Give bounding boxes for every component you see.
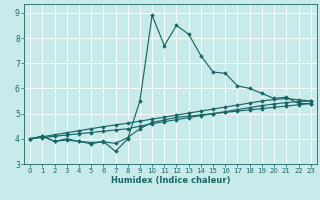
X-axis label: Humidex (Indice chaleur): Humidex (Indice chaleur) xyxy=(111,176,230,185)
